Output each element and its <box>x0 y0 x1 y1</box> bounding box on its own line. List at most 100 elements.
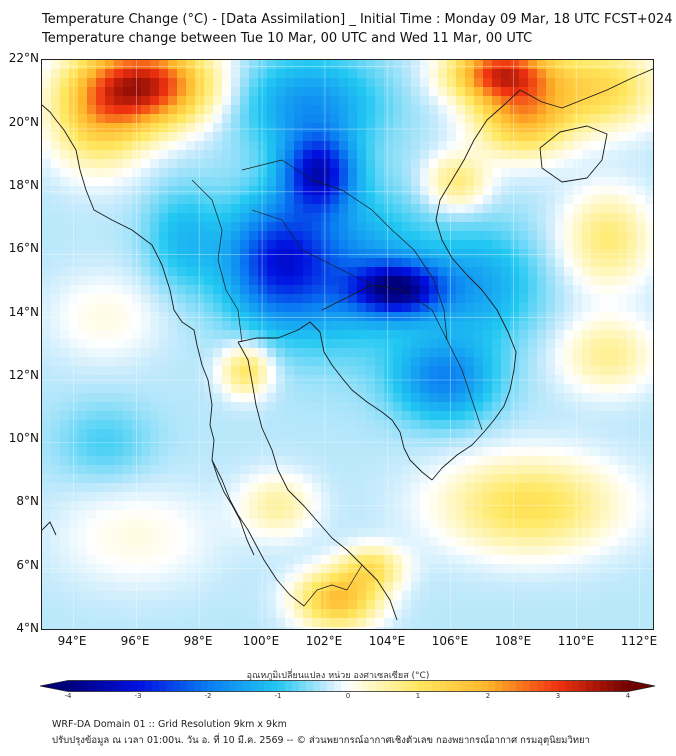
field-cell <box>69 105 79 115</box>
field-cell <box>222 357 232 367</box>
field-cell <box>159 519 169 529</box>
field-cell <box>591 186 601 196</box>
field-cell <box>249 213 259 223</box>
field-cell <box>483 294 493 304</box>
field-cell <box>141 177 151 187</box>
field-cell <box>348 510 358 520</box>
field-cell <box>294 393 304 403</box>
field-cell <box>645 186 653 196</box>
field-cell <box>366 240 376 250</box>
field-cell <box>519 618 529 628</box>
field-cell <box>42 96 52 106</box>
field-cell <box>510 609 520 619</box>
field-cell <box>339 582 349 592</box>
field-cell <box>105 447 115 457</box>
field-cell <box>213 222 223 232</box>
field-cell <box>510 519 520 529</box>
field-cell <box>258 267 268 277</box>
field-cell <box>240 285 250 295</box>
field-cell <box>501 357 511 367</box>
field-cell <box>285 132 295 142</box>
field-cell <box>150 447 160 457</box>
field-cell <box>276 384 286 394</box>
field-cell <box>69 222 79 232</box>
field-cell <box>285 402 295 412</box>
field-cell <box>582 573 592 583</box>
colorbar-cell <box>96 680 104 692</box>
field-cell <box>573 168 583 178</box>
field-cell <box>411 213 421 223</box>
field-cell <box>582 249 592 259</box>
field-cell <box>114 492 124 502</box>
field-cell <box>438 240 448 250</box>
field-cell <box>393 321 403 331</box>
field-cell <box>456 195 466 205</box>
field-cell <box>141 429 151 439</box>
field-cell <box>330 231 340 241</box>
field-cell <box>303 258 313 268</box>
field-cell <box>141 186 151 196</box>
field-cell <box>231 465 241 475</box>
field-cell <box>645 537 653 547</box>
field-cell <box>249 393 259 403</box>
field-cell <box>447 609 457 619</box>
field-cell <box>294 258 304 268</box>
field-cell <box>384 168 394 178</box>
field-cell <box>564 69 574 79</box>
field-cell <box>294 546 304 556</box>
field-cell <box>186 222 196 232</box>
field-cell <box>231 483 241 493</box>
field-cell <box>258 69 268 79</box>
field-cell <box>213 177 223 187</box>
field-cell <box>456 366 466 376</box>
colorbar-cell <box>376 680 384 692</box>
field-cell <box>438 204 448 214</box>
field-cell <box>105 87 115 97</box>
colorbar-cell <box>320 680 328 692</box>
field-cell <box>609 600 619 610</box>
field-cell <box>618 537 628 547</box>
field-cell <box>600 249 610 259</box>
field-cell <box>411 240 421 250</box>
field-cell <box>141 411 151 421</box>
field-cell <box>501 69 511 79</box>
field-cell <box>366 384 376 394</box>
field-cell <box>123 555 133 565</box>
field-cell <box>636 564 646 574</box>
field-cell <box>528 168 538 178</box>
field-cell <box>150 537 160 547</box>
field-cell <box>222 510 232 520</box>
field-cell <box>591 618 601 628</box>
field-cell <box>132 303 142 313</box>
field-cell <box>87 321 97 331</box>
field-cell <box>618 285 628 295</box>
field-cell <box>249 186 259 196</box>
field-cell <box>177 582 187 592</box>
field-cell <box>546 303 556 313</box>
field-cell <box>42 222 52 232</box>
field-cell <box>105 312 115 322</box>
field-cell <box>492 312 502 322</box>
field-cell <box>537 609 547 619</box>
field-cell <box>456 78 466 88</box>
field-cell <box>204 285 214 295</box>
field-cell <box>618 186 628 196</box>
field-cell <box>429 609 439 619</box>
field-cell <box>87 204 97 214</box>
field-cell <box>645 78 653 88</box>
field-cell <box>240 276 250 286</box>
field-cell <box>195 618 205 628</box>
field-cell <box>78 150 88 160</box>
field-cell <box>276 177 286 187</box>
field-cell <box>150 294 160 304</box>
field-cell <box>168 222 178 232</box>
field-cell <box>501 564 511 574</box>
field-cell <box>465 168 475 178</box>
field-cell <box>357 429 367 439</box>
field-cell <box>141 60 151 70</box>
field-cell <box>366 564 376 574</box>
field-cell <box>438 474 448 484</box>
field-cell <box>105 402 115 412</box>
field-cell <box>546 429 556 439</box>
field-cell <box>618 150 628 160</box>
